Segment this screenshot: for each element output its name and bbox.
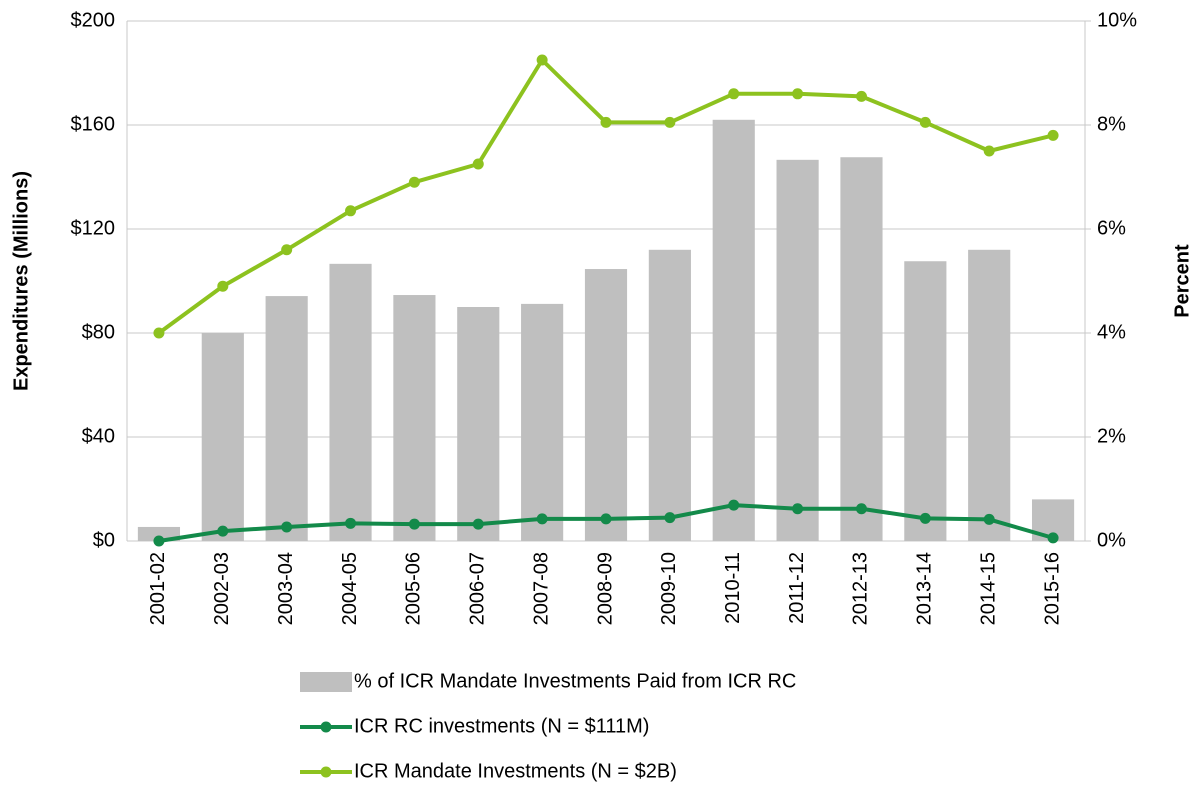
y-tick-label: $120	[71, 217, 116, 239]
point	[855, 503, 867, 515]
point	[664, 116, 676, 128]
point	[153, 535, 165, 547]
legend-label: % of ICR Mandate Investments Paid from I…	[354, 670, 796, 692]
point	[345, 205, 357, 217]
y-tick-label: $160	[71, 113, 116, 135]
bar	[393, 295, 436, 541]
bar	[968, 249, 1011, 542]
y2-tick-label: 2%	[1097, 425, 1126, 447]
legend-swatch	[300, 672, 352, 692]
point	[408, 518, 420, 530]
point	[536, 54, 548, 66]
point	[600, 513, 612, 525]
bar	[712, 119, 755, 542]
x-tick-label: 2012-13	[850, 552, 872, 625]
y2-axis-title: Percent	[1171, 244, 1193, 318]
x-tick-label: 2001-02	[147, 552, 169, 625]
bar	[648, 249, 691, 542]
x-tick-label: 2011-12	[786, 552, 808, 624]
legend-swatch	[320, 721, 332, 733]
legend-label: ICR RC investments (N = $111M)	[354, 715, 649, 737]
point	[919, 116, 931, 128]
legend-label: ICR Mandate Investments (N = $2B)	[354, 760, 677, 782]
y2-tick-label: 6%	[1097, 217, 1126, 239]
x-tick-label: 2009-10	[658, 552, 680, 625]
x-tick-label: 2013-14	[914, 552, 936, 625]
point	[792, 88, 804, 100]
point	[792, 503, 804, 515]
y2-tick-label: 4%	[1097, 321, 1126, 343]
x-tick-label: 2005-06	[403, 552, 425, 625]
point	[1047, 129, 1059, 141]
y-axis-title: Expenditures (Millions)	[10, 171, 32, 391]
point	[345, 517, 357, 529]
point	[983, 145, 995, 157]
point	[472, 158, 484, 170]
point	[281, 244, 293, 256]
bar	[329, 263, 372, 541]
point	[728, 88, 740, 100]
x-tick-label: 2008-09	[594, 552, 616, 625]
point	[600, 116, 612, 128]
y-tick-label: $200	[71, 9, 116, 31]
point	[217, 280, 229, 292]
point	[1047, 532, 1059, 544]
x-tick-label: 2003-04	[275, 552, 297, 625]
x-tick-label: 2002-03	[211, 552, 233, 625]
bar	[776, 159, 819, 541]
bar	[521, 303, 564, 541]
y-tick-label: $80	[82, 321, 115, 343]
point	[983, 513, 995, 525]
y-tick-label: $0	[93, 529, 115, 551]
point	[664, 512, 676, 524]
point	[536, 513, 548, 525]
point	[472, 518, 484, 530]
point	[153, 327, 165, 339]
bar	[265, 296, 308, 541]
x-tick-label: 2006-07	[467, 552, 489, 625]
point	[919, 512, 931, 524]
bar	[457, 307, 500, 541]
x-tick-label: 2007-08	[530, 552, 552, 625]
point	[281, 521, 293, 533]
x-tick-label: 2010-11	[722, 552, 744, 624]
bar	[584, 269, 628, 541]
bar	[201, 333, 244, 541]
y2-tick-label: 8%	[1097, 113, 1126, 135]
point	[728, 499, 740, 511]
y2-tick-label: 10%	[1097, 9, 1137, 31]
legend-swatch	[320, 766, 332, 778]
point	[408, 176, 420, 188]
point	[855, 90, 867, 102]
x-tick-label: 2004-05	[339, 552, 361, 625]
y-tick-label: $40	[82, 425, 115, 447]
bar	[904, 261, 947, 541]
y2-tick-label: 0%	[1097, 529, 1126, 551]
bar	[840, 157, 883, 542]
x-tick-label: 2014-15	[977, 552, 999, 625]
point	[217, 525, 229, 537]
x-tick-label: 2015-16	[1041, 552, 1063, 625]
